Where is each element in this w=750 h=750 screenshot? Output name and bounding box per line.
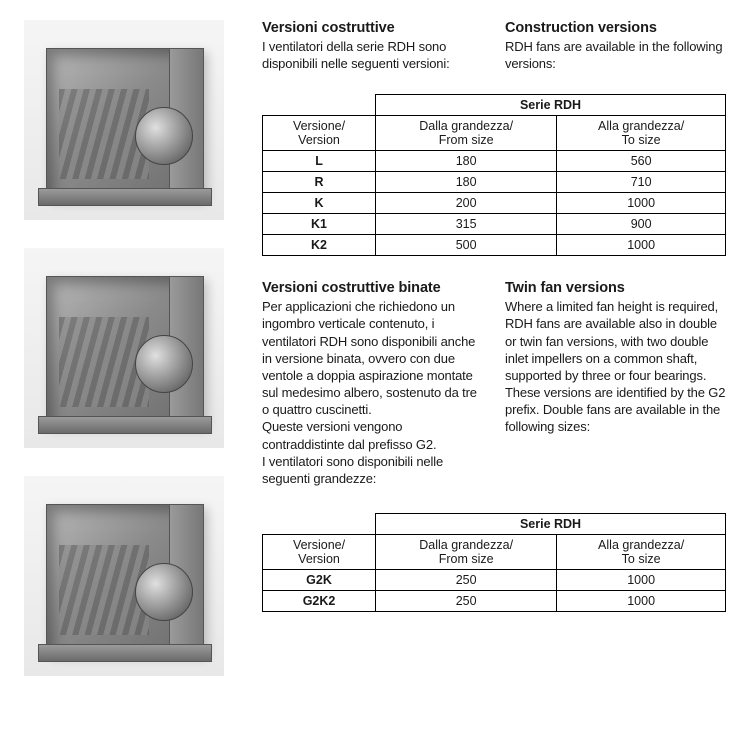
table-twin-versions: Serie RDH Versione/Version Dalla grandez… — [262, 513, 726, 612]
table-row: K25001000 — [263, 235, 726, 256]
section-construction-versions: Versioni costruttive I ventilatori della… — [262, 20, 726, 72]
col-to: Alla grandezza/To size — [557, 116, 726, 151]
col-version-2: Versione/Version — [263, 535, 376, 570]
product-photo-1 — [24, 20, 224, 220]
table-row: G2K22501000 — [263, 591, 726, 612]
body-it-1: I ventilatori della serie RDH sono dispo… — [262, 38, 483, 72]
table-row: G2K2501000 — [263, 570, 726, 591]
table-row: L180560 — [263, 151, 726, 172]
image-column — [24, 20, 234, 676]
product-photo-2 — [24, 248, 224, 448]
table-blank-cell — [263, 514, 376, 535]
table-row: K1315900 — [263, 214, 726, 235]
text-column: Versioni costruttive I ventilatori della… — [262, 20, 726, 676]
table-blank-cell — [263, 95, 376, 116]
heading-en-2: Twin fan versions — [505, 280, 726, 296]
heading-it-2: Versioni costruttive binate — [262, 280, 483, 296]
table-title-2: Serie RDH — [376, 514, 726, 535]
product-photo-3 — [24, 476, 224, 676]
col-from: Dalla grandezza/From size — [376, 116, 557, 151]
table-title: Serie RDH — [376, 95, 726, 116]
heading-it-1: Versioni costruttive — [262, 20, 483, 36]
col-to-2: Alla grandezza/To size — [557, 535, 726, 570]
section-twin-versions: Versioni costruttive binate Per applicaz… — [262, 280, 726, 487]
body-en-1: RDH fans are available in the following … — [505, 38, 726, 72]
table-row: R180710 — [263, 172, 726, 193]
table-versions: Serie RDH Versione/Version Dalla grandez… — [262, 94, 726, 256]
body-it-2: Per applicazioni che richiedono un ingom… — [262, 298, 483, 487]
body-en-2: Where a limited fan height is required, … — [505, 298, 726, 435]
col-version: Versione/Version — [263, 116, 376, 151]
heading-en-1: Construction versions — [505, 20, 726, 36]
col-from-2: Dalla grandezza/From size — [376, 535, 557, 570]
table-row: K2001000 — [263, 193, 726, 214]
